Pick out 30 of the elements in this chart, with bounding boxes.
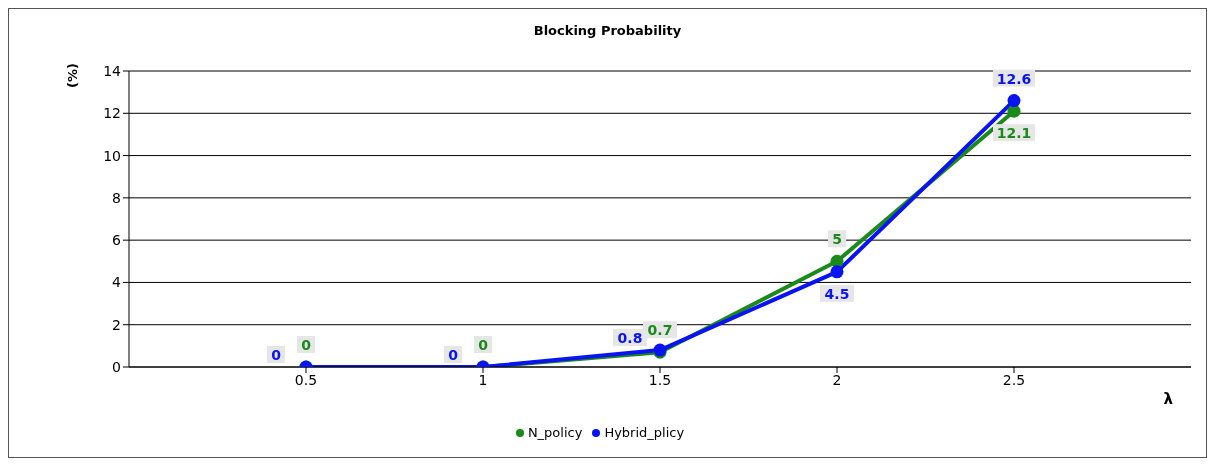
y-tick-label: 8 [112,189,121,206]
data-label: 12.1 [996,125,1032,142]
data-label: 5 [832,231,842,248]
y-tick-label: 0 [112,358,121,375]
data-label: 0.8 [617,330,643,347]
chart-title: Blocking Probability [532,23,683,40]
data-label: 0.7 [647,322,673,339]
x-tick-label: 2.5 [1002,371,1026,388]
x-tick-label: 2 [832,371,842,388]
legend-label: Hybrid_plicy [604,425,685,440]
data-label: 4.5 [824,285,850,302]
y-tick-label: 14 [103,62,122,79]
point [1007,94,1021,108]
data-label: 0 [448,347,459,363]
x-axis-title: λ [1163,390,1174,408]
data-label: 12.6 [996,70,1032,87]
x-tick-label: 1.5 [648,371,672,388]
y-axis-title: (%) [65,63,80,88]
x-tick-label: 0.5 [294,371,318,388]
y-tick-label: 12 [103,105,121,122]
y-tick-label: 2 [112,316,121,333]
legend-label: N_policy [527,425,583,440]
data-label: 0 [271,347,282,363]
data-label: 0 [478,337,489,353]
point [830,265,844,279]
data-label: 0 [301,337,312,353]
y-tick-label: 4 [112,274,122,291]
y-tick-label: 6 [112,232,122,249]
y-tick-label: 10 [103,147,121,164]
x-tick-label: 1 [478,371,488,388]
